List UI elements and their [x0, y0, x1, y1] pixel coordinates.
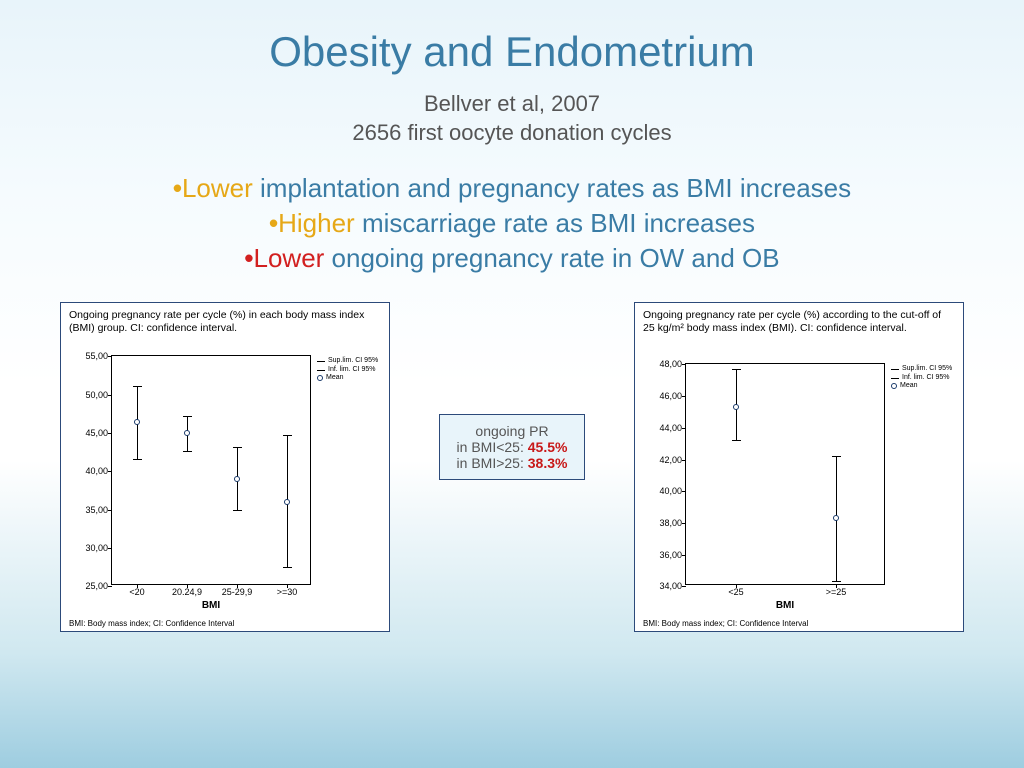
chart-bmi-cutoff: Ongoing pregnancy rate per cycle (%) acc… — [634, 302, 964, 632]
mean-point — [134, 419, 140, 425]
bullet-3: •Lower ongoing pregnancy rate in OW and … — [0, 241, 1024, 276]
centerbox-row1-label: in BMI<25: — [457, 439, 528, 455]
chart1-footer: BMI: Body mass index; CI: Confidence Int… — [69, 619, 234, 628]
bullets: •Lower implantation and pregnancy rates … — [0, 171, 1024, 276]
ongoing-pr-box: ongoing PR in BMI<25: 45.5% in BMI>25: 3… — [439, 414, 585, 480]
mean-point — [833, 515, 839, 521]
mean-point — [234, 476, 240, 482]
bullet-1: •Lower implantation and pregnancy rates … — [0, 171, 1024, 206]
centerbox-row1: in BMI<25: 45.5% — [446, 439, 578, 455]
centerbox-title: ongoing PR — [446, 423, 578, 439]
centerbox-row2-label: in BMI>25: — [457, 455, 528, 471]
chart2-footer: BMI: Body mass index; CI: Confidence Int… — [643, 619, 808, 628]
bullet-dot-icon: • — [173, 173, 182, 203]
subtitle-line2: 2656 first oocyte donation cycles — [352, 120, 671, 145]
chart1-plot: 25,0030,0035,0040,0045,0050,0055,00<2020… — [111, 355, 311, 585]
chart2-caption: Ongoing pregnancy rate per cycle (%) acc… — [635, 303, 963, 336]
chart-bmi-groups: Ongoing pregnancy rate per cycle (%) in … — [60, 302, 390, 632]
legend: Sup.lim. CI 95%Inf. lim. CI 95%Mean — [317, 357, 378, 382]
chart1-caption: Ongoing pregnancy rate per cycle (%) in … — [61, 303, 389, 336]
subtitle-line1: Bellver et al, 2007 — [424, 91, 600, 116]
xlabel: BMI — [776, 584, 794, 611]
bullet2-text: miscarriage rate as BMI increases — [355, 208, 755, 238]
bullet1-text: implantation and pregnancy rates as BMI … — [253, 173, 851, 203]
bullet3-highlight: Lower — [254, 243, 325, 273]
mean-point — [733, 404, 739, 410]
xlabel: BMI — [202, 584, 220, 611]
bullet-dot-icon: • — [269, 208, 278, 238]
bullet3-text: ongoing pregnancy rate in OW and OB — [324, 243, 779, 273]
page-title: Obesity and Endometrium — [0, 0, 1024, 76]
bullet1-highlight: Lower — [182, 173, 253, 203]
chart2-plot: 34,0036,0038,0040,0042,0044,0046,0048,00… — [685, 363, 885, 585]
subtitle: Bellver et al, 2007 2656 first oocyte do… — [0, 90, 1024, 147]
centerbox-row1-val: 45.5% — [528, 439, 568, 455]
bullet-dot-icon: • — [244, 243, 253, 273]
mean-point — [184, 430, 190, 436]
charts-row: Ongoing pregnancy rate per cycle (%) in … — [0, 276, 1024, 632]
bullet-2: •Higher miscarriage rate as BMI increase… — [0, 206, 1024, 241]
centerbox-row2: in BMI>25: 38.3% — [446, 455, 578, 471]
legend: Sup.lim. CI 95%Inf. lim. CI 95%Mean — [891, 365, 952, 390]
bullet2-highlight: Higher — [278, 208, 355, 238]
centerbox-row2-val: 38.3% — [528, 455, 568, 471]
mean-point — [284, 499, 290, 505]
